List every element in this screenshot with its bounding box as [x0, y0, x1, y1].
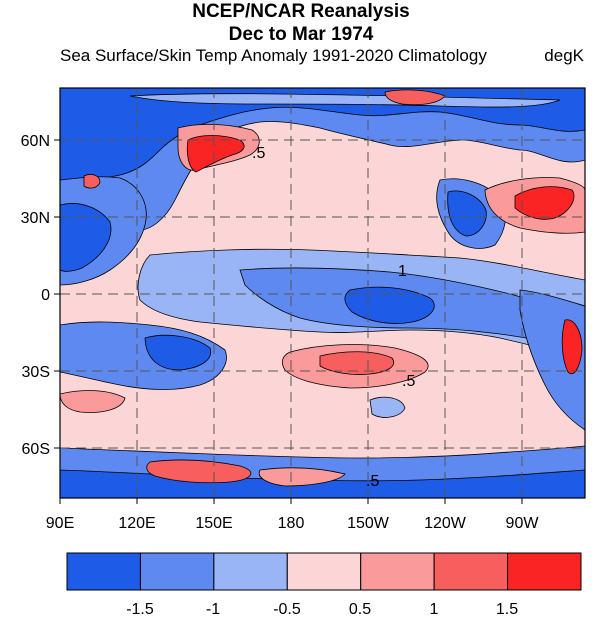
tasman-strong-cold: [144, 334, 212, 371]
subtitle-units: degK: [544, 46, 584, 65]
colorbar-swatch: [286, 552, 362, 591]
map-gridlines: [60, 88, 585, 498]
title-line-2: Dec to Mar 1974: [228, 24, 374, 45]
lon-tick-label: 90E: [46, 515, 74, 532]
northern-strong-cold: [60, 88, 585, 183]
chile-warm: [561, 319, 583, 375]
lon-tick-label: 120E: [118, 515, 155, 532]
lat-tick-label: 60S: [22, 441, 50, 458]
map-plot-area: [60, 88, 585, 498]
southern-warm-strip: [146, 459, 252, 484]
lat-tick-label: 0: [41, 287, 50, 304]
colorbar-swatch: [433, 552, 509, 591]
lat-tick-label: 30N: [21, 210, 50, 227]
colorbar-frame: [66, 552, 582, 591]
lat-tick-label: 30S: [22, 364, 50, 381]
southeast-pacific-weak-cold: [369, 396, 406, 418]
kamchatka-strong-warm: [186, 135, 245, 173]
indian-ocean-warm: [60, 390, 126, 413]
southern-warm-strip-2: [258, 467, 346, 487]
colorbar-swatch: [66, 552, 141, 591]
contour-label: .5: [252, 145, 265, 162]
colorbar: [66, 552, 582, 591]
lon-tick-label: 90W: [506, 515, 540, 532]
subtitle-left: Sea Surface/Skin Temp Anomaly 1991-2020 …: [60, 46, 487, 65]
east-asia-warm: [83, 174, 101, 189]
south-china-sea-strong-cold: [60, 203, 112, 272]
contour-label: .5: [402, 373, 415, 390]
lon-tick-label: 180: [278, 515, 305, 532]
atlantic-strong-warm: [514, 186, 575, 220]
colorbar-swatch: [360, 552, 435, 591]
arctic-warm-anomaly: [384, 89, 446, 106]
map-frame: [59, 87, 586, 499]
contour-label: 1: [398, 263, 407, 280]
colorbar-label: 1.5: [496, 601, 518, 617]
colorbar-swatch: [213, 552, 288, 591]
colorbar-label: 1: [430, 601, 439, 617]
colorbar-label: -0.5: [273, 601, 301, 617]
colorbar-swatch: [507, 552, 582, 591]
south-pacific-mid-warm: [319, 351, 395, 375]
contour-label: .5: [366, 473, 379, 490]
lon-tick-label: 120W: [424, 515, 467, 532]
colorbar-label: 0.5: [349, 601, 371, 617]
arctic-weak-cold: [129, 93, 561, 108]
colorbar-swatch: [139, 552, 215, 591]
lon-tick-label: 150E: [195, 515, 232, 532]
colorbar-label: -1.5: [126, 601, 154, 617]
lon-tick-label: 150W: [347, 515, 390, 532]
lat-tick-label: 60N: [21, 133, 50, 150]
equatorial-strong-cold: [344, 286, 435, 324]
colorbar-label: -1: [206, 601, 220, 617]
california-strong-cold: [447, 190, 487, 237]
title-line-1: NCEP/NCAR Reanalysis: [192, 1, 410, 22]
map-ticks: [54, 139, 523, 504]
